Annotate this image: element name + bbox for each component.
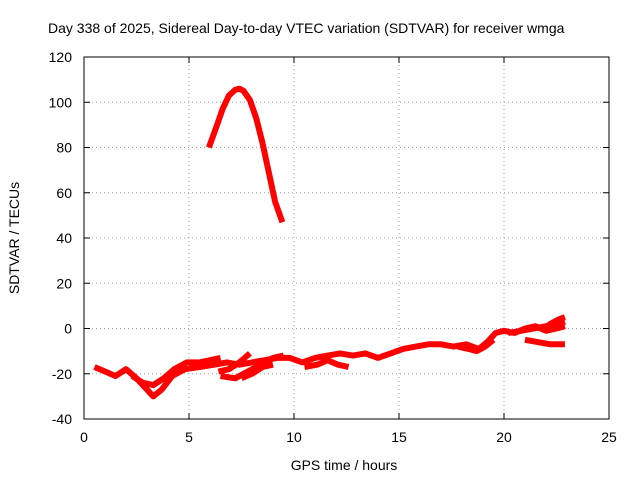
y-axis-label: SDTVAR / TECUs: [6, 182, 22, 294]
grid-layer: [84, 57, 609, 419]
series-arc-main: [93, 323, 566, 400]
y-tick-label: 20: [56, 275, 72, 291]
y-tick-label: 80: [56, 140, 72, 156]
x-tick-label: 15: [391, 429, 407, 445]
series-arc-5: [240, 361, 274, 382]
y-tick-label: 100: [49, 94, 73, 110]
tick-layer: 0 5 10 15 20 25 -40 -20 0 20 40 60 80 100 120: [49, 49, 617, 445]
series-arc-7: [457, 337, 496, 355]
series-arc-high: [206, 85, 286, 224]
series-arc-8: [524, 336, 565, 348]
series-arc-10: [507, 318, 566, 336]
y-tick-label: 60: [56, 185, 72, 201]
chart-title: Day 338 of 2025, Sidereal Day-to-day VTE…: [48, 20, 565, 36]
series-arc-2: [130, 354, 222, 389]
x-tick-label: 10: [286, 429, 302, 445]
x-axis-label: GPS time / hours: [291, 457, 398, 473]
y-tick-label: -40: [52, 411, 72, 427]
x-tick-label: 0: [80, 429, 88, 445]
series-layer: [93, 85, 566, 400]
series-arc-3: [217, 351, 252, 375]
series-arc-4: [220, 352, 285, 382]
series-arc-6: [303, 357, 350, 370]
x-tick-label: 20: [496, 429, 512, 445]
y-tick-label: 120: [49, 49, 73, 65]
x-tick-label: 5: [185, 429, 193, 445]
y-tick-label: -20: [52, 366, 72, 382]
y-tick-label: 0: [64, 321, 72, 337]
y-tick-label: 40: [56, 230, 72, 246]
x-tick-label: 25: [601, 429, 617, 445]
